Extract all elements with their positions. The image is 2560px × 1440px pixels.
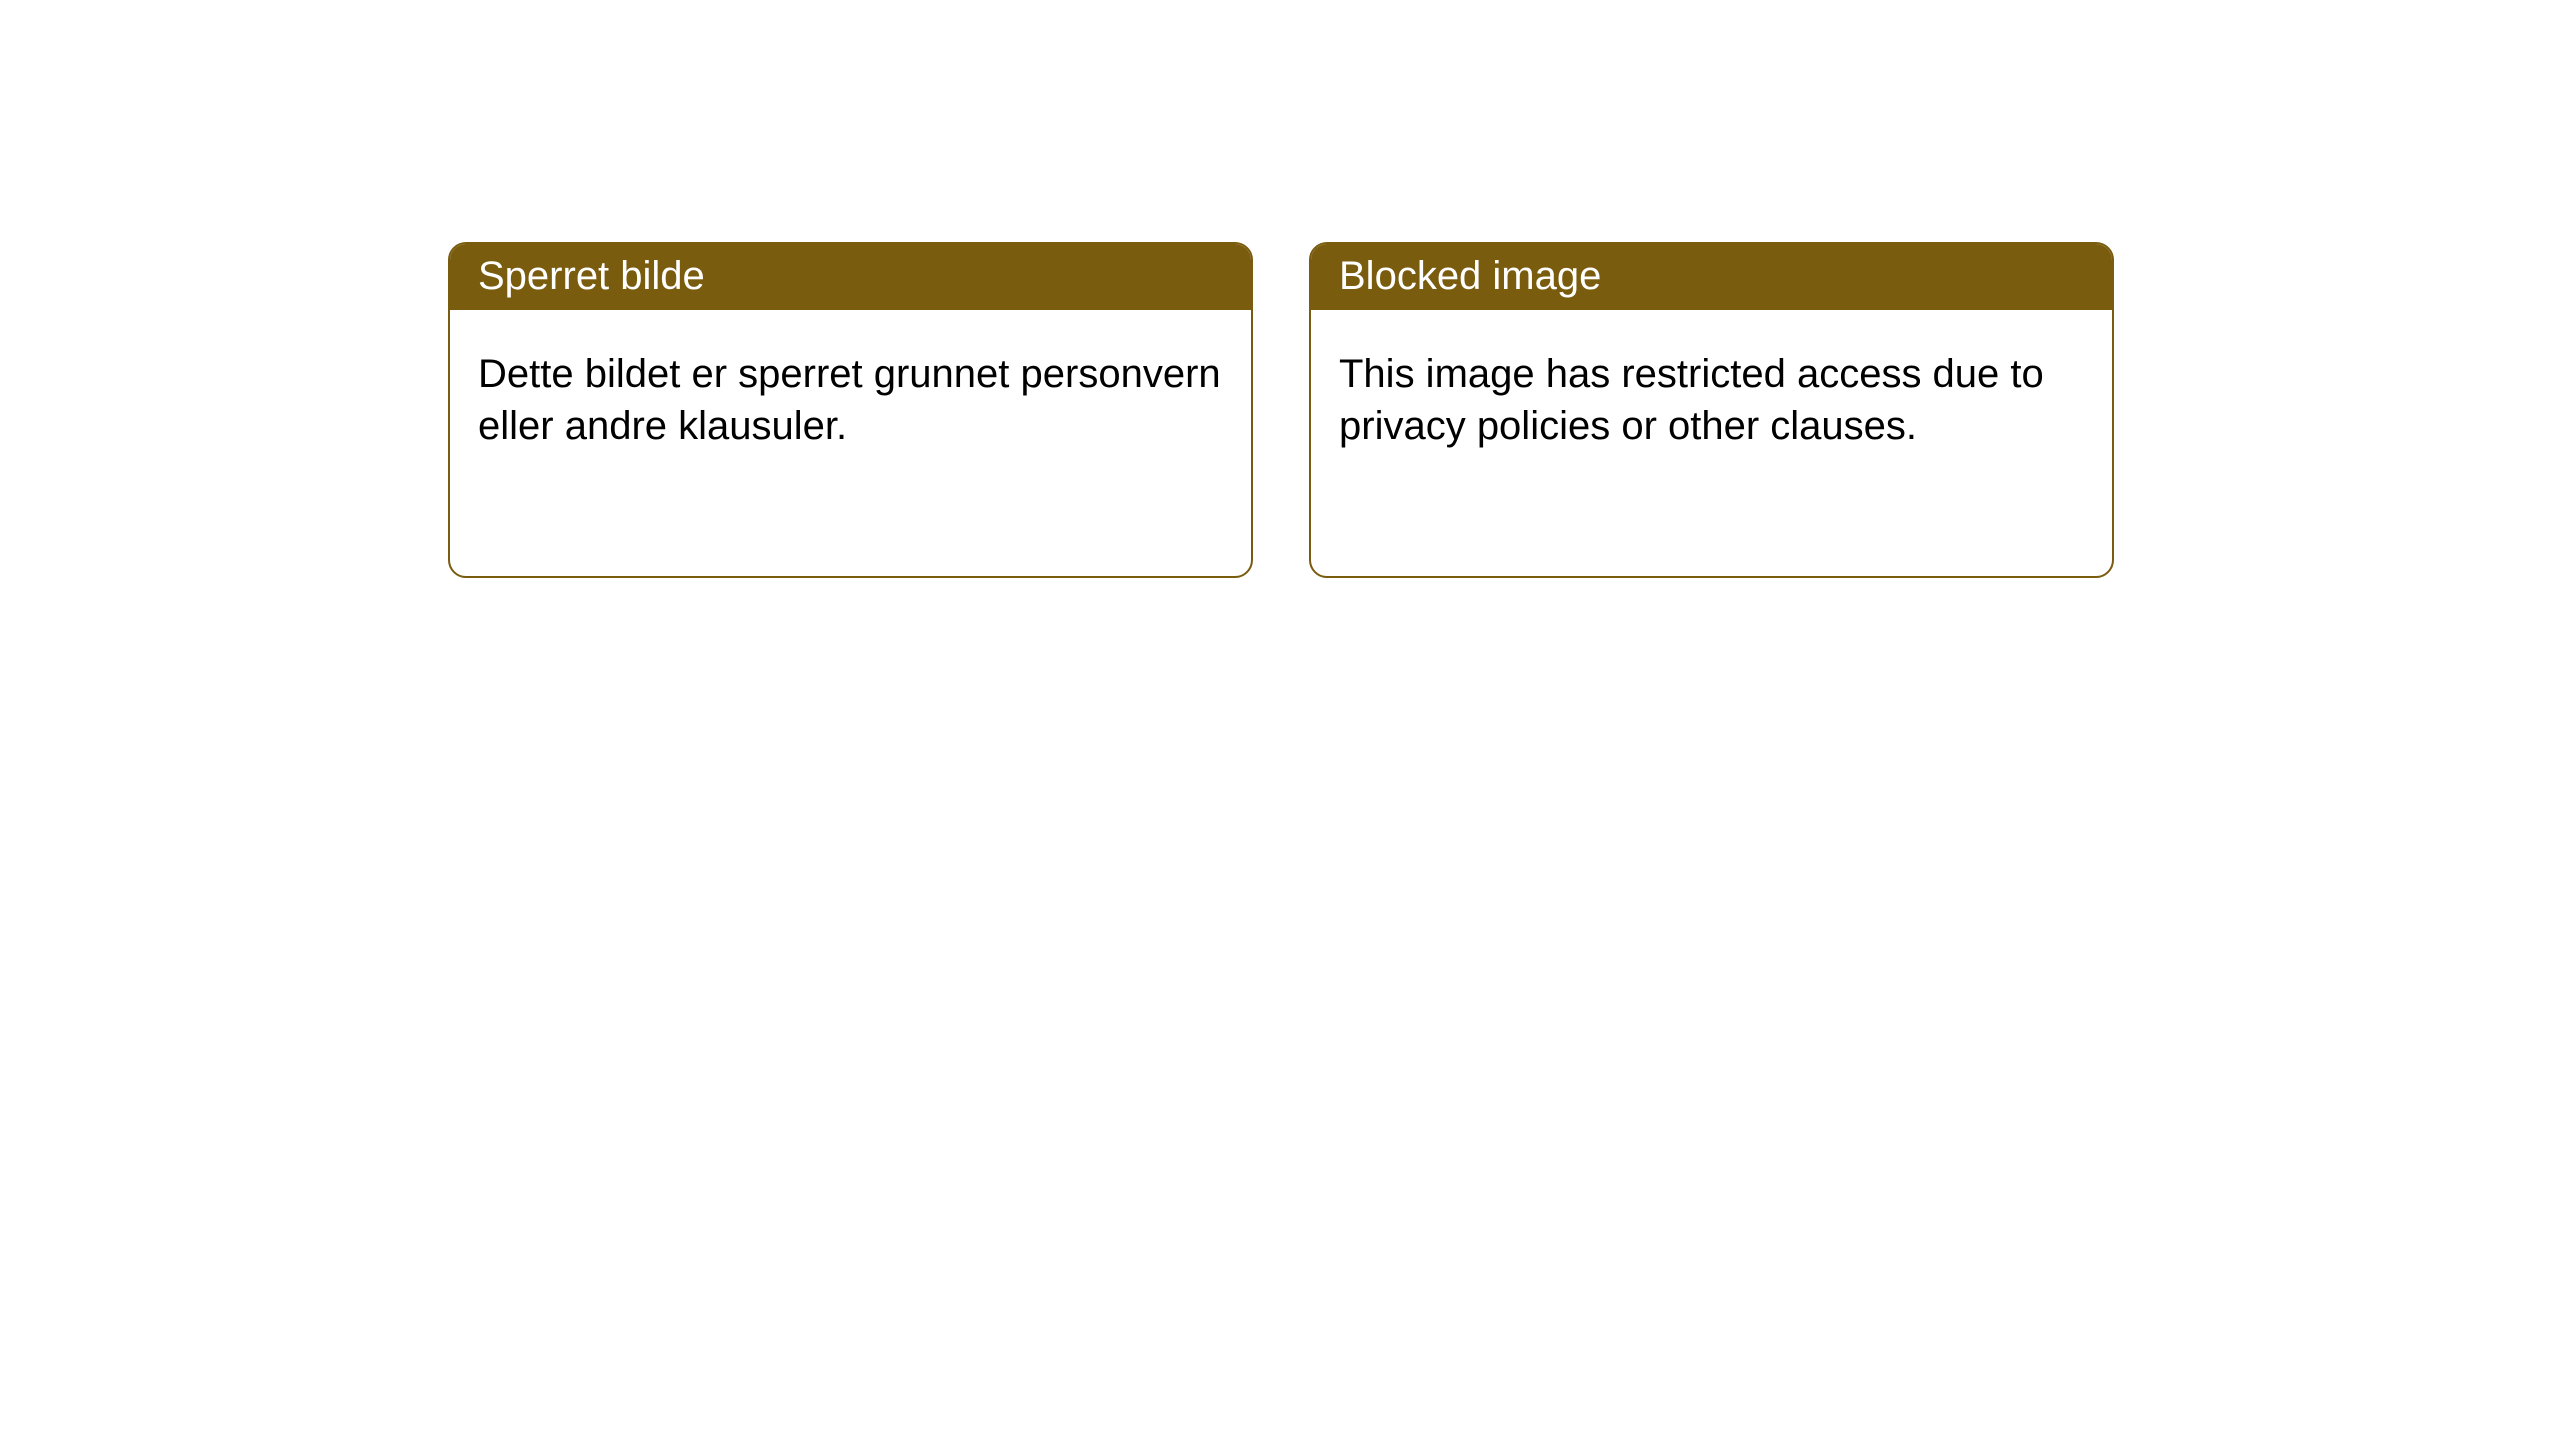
notice-card-norwegian: Sperret bilde Dette bildet er sperret gr…	[448, 242, 1253, 578]
notice-container: Sperret bilde Dette bildet er sperret gr…	[0, 0, 2560, 578]
notice-header: Sperret bilde	[450, 244, 1251, 310]
notice-card-english: Blocked image This image has restricted …	[1309, 242, 2114, 578]
notice-body: This image has restricted access due to …	[1311, 310, 2112, 490]
notice-body: Dette bildet er sperret grunnet personve…	[450, 310, 1251, 490]
notice-header: Blocked image	[1311, 244, 2112, 310]
